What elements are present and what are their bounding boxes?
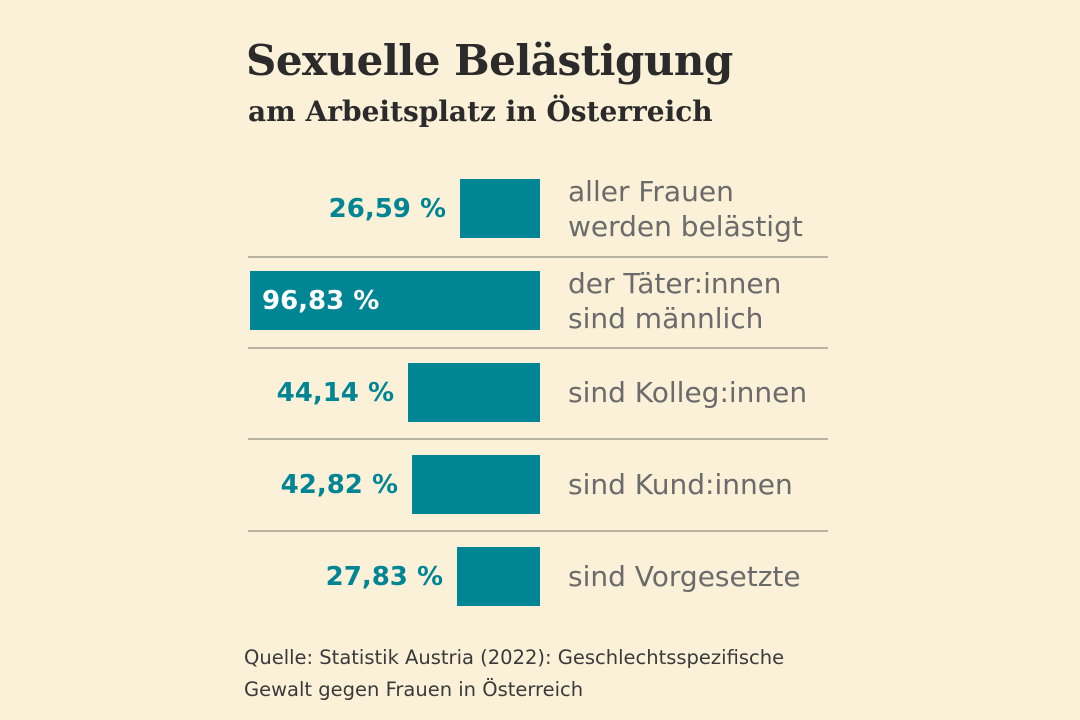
source-note: Quelle: Statistik Austria (2022): Geschl… bbox=[244, 642, 784, 706]
row-separator-1 bbox=[248, 256, 828, 258]
row-separator-4 bbox=[248, 530, 828, 532]
category-label-2: der Täter:innen sind männlich bbox=[568, 266, 781, 336]
chart-subtitle: am Arbeitsplatz in Österreich bbox=[248, 95, 713, 128]
source-line-1: Quelle: Statistik Austria (2022): Geschl… bbox=[244, 646, 785, 669]
bar-3 bbox=[408, 363, 540, 422]
category-label-5: sind Vorgesetzte bbox=[568, 559, 801, 594]
category-line-3-1: sind Kolleg:innen bbox=[568, 376, 808, 409]
value-label-5: 27,83 % bbox=[325, 561, 443, 592]
category-label-1: aller Frauen werden belästigt bbox=[568, 174, 803, 244]
category-line-5-1: sind Vorgesetzte bbox=[568, 560, 801, 593]
category-line-1-1: aller Frauen bbox=[568, 174, 734, 208]
bar-4 bbox=[412, 455, 540, 514]
value-label-1: 26,59 % bbox=[328, 193, 446, 224]
bar-5 bbox=[457, 547, 540, 606]
value-label-2: 96,83 % bbox=[262, 285, 380, 316]
value-label-4: 42,82 % bbox=[280, 469, 398, 500]
source-line-2: Gewalt gegen Frauen in Österreich bbox=[244, 678, 584, 701]
category-line-2-2: sind männlich bbox=[568, 301, 764, 335]
bar-1 bbox=[460, 179, 540, 238]
category-label-4: sind Kund:innen bbox=[568, 467, 793, 502]
row-separator-2 bbox=[248, 347, 828, 349]
chart-title: Sexuelle Belästigung bbox=[246, 36, 733, 85]
row-separator-3 bbox=[248, 438, 828, 440]
value-label-3: 44,14 % bbox=[276, 377, 394, 408]
bar-2 bbox=[250, 271, 540, 330]
category-line-4-1: sind Kund:innen bbox=[568, 468, 793, 501]
category-label-3: sind Kolleg:innen bbox=[568, 375, 807, 410]
category-line-2-1: der Täter:innen bbox=[568, 266, 782, 300]
category-line-1-2: werden belästigt bbox=[568, 209, 803, 243]
